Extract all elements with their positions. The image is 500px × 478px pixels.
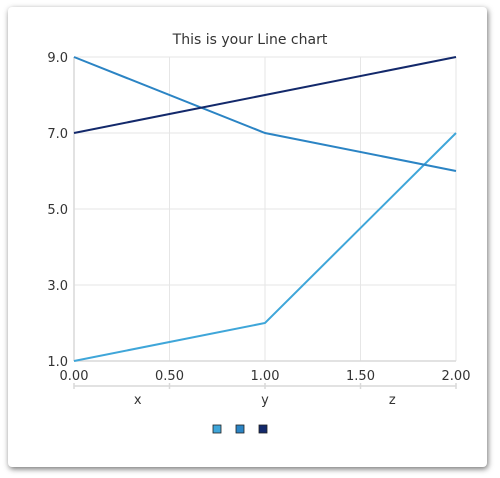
legend-swatch-1 bbox=[212, 424, 222, 434]
y-tick-label: 7.0 bbox=[47, 127, 68, 142]
y-tick-label: 9.0 bbox=[47, 51, 68, 66]
series-line-3 bbox=[73, 56, 457, 134]
x-tick-label: 2.00 bbox=[442, 369, 471, 384]
tick-labels: 1.0 3.0 5.0 7.0 9.0 0.00 0.50 1.00 1.50 2.00 x y z bbox=[47, 51, 470, 408]
x-tick-label: 1.00 bbox=[251, 369, 280, 384]
chart-title: This is your Line chart bbox=[172, 32, 328, 48]
grid bbox=[73, 56, 457, 362]
series-lines bbox=[73, 56, 457, 362]
category-label: z bbox=[389, 393, 396, 408]
chart-card bbox=[8, 7, 487, 467]
legend-swatch-3 bbox=[258, 424, 268, 434]
axes bbox=[73, 57, 457, 389]
y-tick-label: 3.0 bbox=[47, 279, 68, 294]
y-tick-label: 1.0 bbox=[47, 355, 68, 370]
legend bbox=[212, 424, 268, 434]
x-tick-label: 0.00 bbox=[60, 369, 89, 384]
category-label: y bbox=[261, 393, 269, 408]
legend-swatch-2 bbox=[235, 424, 245, 434]
series-line-2 bbox=[73, 56, 457, 172]
category-label: x bbox=[134, 393, 142, 408]
x-tick-label: 0.50 bbox=[155, 369, 184, 384]
series-line-1 bbox=[73, 132, 457, 362]
x-tick-label: 1.50 bbox=[346, 369, 375, 384]
y-tick-label: 5.0 bbox=[47, 203, 68, 218]
